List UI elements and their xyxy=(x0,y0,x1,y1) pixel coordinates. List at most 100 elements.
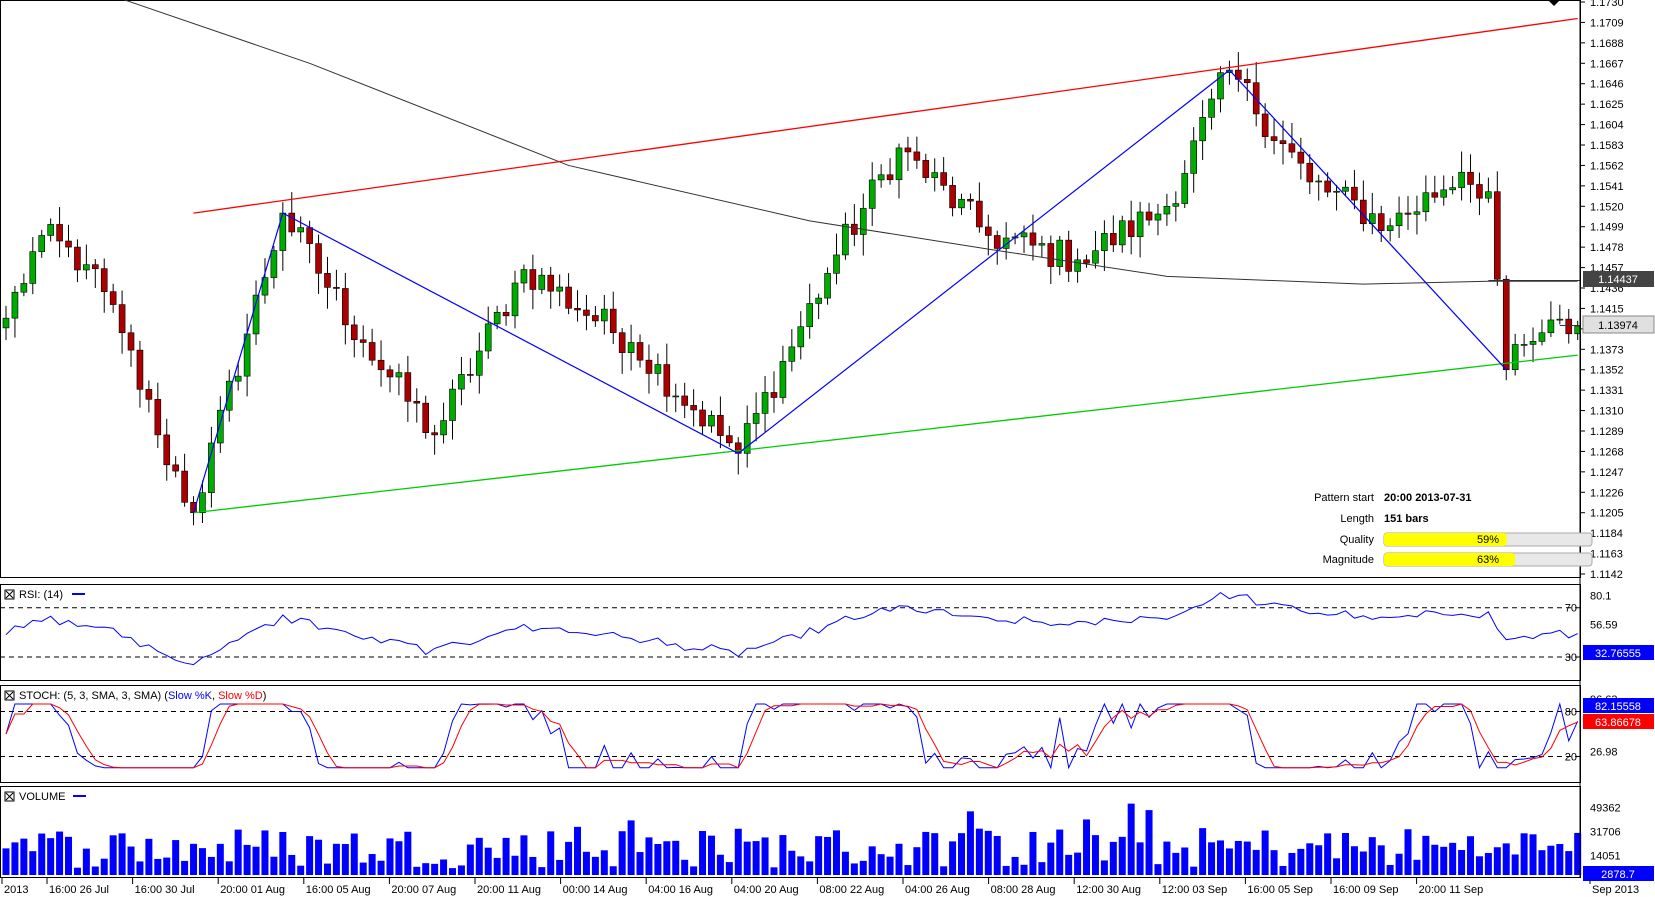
volume-bar xyxy=(752,841,760,875)
volume-bar xyxy=(904,865,912,875)
candle-up xyxy=(199,480,206,524)
rsi-level-label: 30 xyxy=(1565,652,1577,664)
volume-bar xyxy=(297,865,305,875)
candle-body xyxy=(83,264,90,271)
candle-body xyxy=(1110,233,1117,246)
volume-bar xyxy=(2,848,10,875)
candle-down xyxy=(118,290,126,354)
scroll-marker-icon[interactable] xyxy=(1548,0,1560,6)
x-tick-label: 08:00 28 Aug xyxy=(991,884,1056,896)
candle-body xyxy=(1118,220,1126,246)
price-tick-label: 1.1520 xyxy=(1590,201,1624,213)
candle-body xyxy=(663,364,671,397)
volume-bar xyxy=(1538,850,1546,875)
volume-bar xyxy=(449,868,456,875)
candle-up xyxy=(47,218,54,242)
stoch-d-value-tag: 63.86678 xyxy=(1583,714,1654,729)
candle-up xyxy=(1368,192,1376,235)
magnitude-text: 63% xyxy=(1477,554,1499,566)
candle-up xyxy=(788,329,796,372)
candle-down xyxy=(976,182,983,233)
volume-bar xyxy=(484,847,492,875)
volume-bar xyxy=(877,854,885,875)
volume-bar xyxy=(1440,846,1448,875)
candle-down xyxy=(618,328,626,374)
stoch-d-line xyxy=(5,703,1578,769)
candle-up xyxy=(1386,218,1394,242)
candle-up xyxy=(1538,319,1546,346)
volume-bar xyxy=(1306,843,1314,875)
volume-bar xyxy=(1315,845,1323,875)
volume-bar xyxy=(1225,848,1233,875)
candle-body xyxy=(1485,191,1492,199)
candle-body xyxy=(1538,332,1546,342)
volume-bar xyxy=(779,835,787,875)
candle-body xyxy=(788,346,796,362)
candle-body xyxy=(1458,171,1465,188)
candle-down xyxy=(1502,275,1510,381)
candle-body xyxy=(931,172,939,178)
candle-body xyxy=(1404,212,1412,215)
price-plot xyxy=(2,0,1581,526)
candle-body xyxy=(904,147,912,153)
x-tick-label: 20:00 11 Aug xyxy=(477,884,541,896)
candle-body xyxy=(306,227,313,244)
volume-bar xyxy=(1145,810,1153,875)
candle-down xyxy=(154,382,162,448)
price-tick-label: 1.1226 xyxy=(1590,487,1624,499)
candle-body xyxy=(199,492,206,514)
candle-body xyxy=(1154,213,1162,221)
candle-up xyxy=(493,305,501,330)
candle-up xyxy=(1395,196,1403,238)
rsi-line xyxy=(5,592,1578,666)
price-tick-label: 1.1667 xyxy=(1590,58,1624,70)
volume-bar xyxy=(386,838,394,875)
x-tick-label: 04:00 20 Aug xyxy=(734,884,799,896)
volume-bar xyxy=(511,855,519,875)
x-tick-label: 12:00 03 Sep xyxy=(1162,884,1227,896)
volume-bar xyxy=(190,843,198,875)
candle-up xyxy=(1422,175,1430,222)
candle-down xyxy=(136,340,144,408)
candle-up xyxy=(261,258,269,304)
candle-down xyxy=(1029,214,1037,261)
volume-bar xyxy=(1547,845,1555,875)
candle-down xyxy=(699,401,706,435)
volume-bar xyxy=(181,860,189,875)
price-tick-label: 1.1289 xyxy=(1590,426,1624,438)
candle-body xyxy=(1083,259,1090,264)
volume-bar xyxy=(1377,845,1385,875)
candle-body xyxy=(1261,113,1269,137)
volume-bar xyxy=(958,833,966,875)
volume-bar xyxy=(1136,842,1144,875)
candle-body xyxy=(1449,187,1456,191)
volume-bar xyxy=(82,848,90,875)
candle-body xyxy=(815,297,822,304)
candle-down xyxy=(333,269,340,301)
candle-body xyxy=(1029,232,1037,246)
candle-up xyxy=(484,306,492,359)
candle-body xyxy=(342,288,349,326)
candle-down xyxy=(467,358,474,383)
volume-bar xyxy=(520,835,528,875)
candle-body xyxy=(922,160,930,178)
volume-bar xyxy=(29,851,37,875)
candle-up xyxy=(672,383,680,413)
price-tick-label: 1.1604 xyxy=(1590,120,1624,132)
candle-body xyxy=(1360,199,1367,225)
candle-down xyxy=(1404,196,1412,230)
candle-body xyxy=(38,235,46,252)
volume-bar xyxy=(645,837,653,875)
volume-bar xyxy=(1118,836,1126,875)
price-tick-label: 1.1415 xyxy=(1590,303,1624,315)
svg-text:63.86678: 63.86678 xyxy=(1595,717,1641,729)
volume-tick-label: 14051 xyxy=(1590,851,1621,863)
candle-down xyxy=(690,389,697,427)
candle-body xyxy=(1288,143,1296,153)
volume-bar xyxy=(243,844,251,875)
candle-body xyxy=(1047,243,1055,267)
volume-bar xyxy=(868,846,876,875)
volume-bar xyxy=(466,844,474,875)
candle-body xyxy=(1127,220,1135,238)
